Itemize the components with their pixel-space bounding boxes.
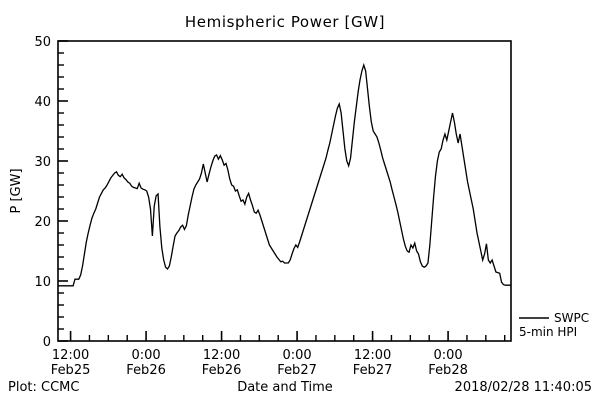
x-tick-label-date: Feb27 — [277, 363, 317, 378]
page-title: Hemispheric Power [GW] — [185, 13, 385, 31]
y-tick-label: 30 — [34, 155, 51, 170]
x-tick-label-date: Feb27 — [353, 363, 393, 378]
y-tick-label: 40 — [34, 95, 51, 110]
y-axis-label: P [GW] — [9, 168, 24, 213]
legend-label-swpc: SWPC — [554, 311, 589, 325]
x-tick-label-date: Feb26 — [126, 363, 166, 378]
series-line — [58, 62, 511, 287]
y-tick-label: 20 — [34, 215, 51, 230]
x-tick-label-date: Feb28 — [428, 363, 468, 378]
y-tick-label: 0 — [43, 335, 51, 350]
y-tick-label: 10 — [34, 275, 51, 290]
y-tick-label: 50 — [34, 35, 51, 50]
plot-frame — [57, 40, 512, 342]
x-tick-label-time: 0:00 — [282, 348, 311, 363]
y-axis: 0 10 20 30 40 50 — [34, 35, 68, 350]
x-tick-label-time: 0:00 — [131, 348, 160, 363]
data-series-swpc-5min-hpi — [58, 62, 511, 287]
footer-plot-source: Plot: CCMC — [8, 380, 79, 395]
footer-timestamp: 2018/02/28 11:40:05 — [455, 380, 592, 395]
x-tick-label-time: 12:00 — [203, 348, 240, 363]
x-axis: 12:00Feb250:00Feb2612:00Feb260:00Feb2712… — [51, 331, 506, 378]
x-tick-label-time: 0:00 — [433, 348, 462, 363]
x-tick-label-time: 12:00 — [52, 348, 89, 363]
x-tick-label-time: 12:00 — [354, 348, 391, 363]
x-tick-label-date: Feb25 — [51, 363, 91, 378]
x-tick-label-date: Feb26 — [202, 363, 242, 378]
legend-label-hpi: 5-min HPI — [519, 325, 577, 339]
x-axis-label: Date and Time — [237, 380, 333, 395]
